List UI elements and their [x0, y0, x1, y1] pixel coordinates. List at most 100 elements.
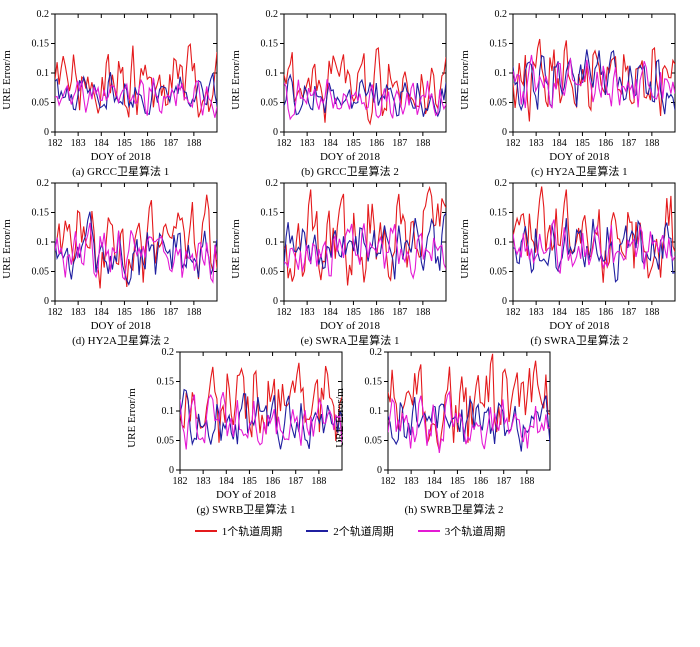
panel-h: 00.050.10.150.2182183184185186187188URE …: [354, 348, 554, 517]
xtick-label: 185: [575, 307, 590, 318]
xlabel: DOY of 2018: [91, 151, 151, 163]
xtick-label: 188: [415, 307, 430, 318]
legend-swatch: [418, 530, 440, 532]
xtick-label: 188: [311, 476, 326, 487]
xtick-label: 188: [186, 138, 201, 149]
xlabel: DOY of 2018: [91, 320, 151, 332]
xtick-label: 188: [645, 307, 660, 318]
xtick-label: 184: [219, 476, 234, 487]
ylabel: URE Error/m: [126, 388, 138, 448]
xtick-label: 184: [93, 138, 108, 149]
chart-wrap: 00.050.10.150.2182183184185186187188URE …: [479, 179, 679, 319]
ytick-label: 0.1: [495, 68, 508, 79]
panel-c: 00.050.10.150.2182183184185186187188URE …: [469, 10, 690, 179]
legend-label: 3个轨道周期: [445, 523, 506, 539]
chart-h: 00.050.10.150.2182183184185186187188: [354, 348, 554, 488]
plot-bg: [479, 10, 679, 150]
sublabel: (g) SWRB卫星算法 1: [197, 501, 296, 517]
xtick-label: 186: [598, 307, 613, 318]
xtick-label: 182: [47, 138, 62, 149]
xtick-label: 185: [117, 307, 132, 318]
xtick-label: 183: [404, 476, 419, 487]
ytick-label: 0.1: [265, 237, 278, 248]
panel-d: 00.050.10.150.2182183184185186187188URE …: [10, 179, 231, 348]
xtick-label: 184: [552, 307, 567, 318]
ytick-label: 0.1: [36, 237, 49, 248]
chart-c: 00.050.10.150.2182183184185186187188: [479, 10, 679, 150]
panel-f: 00.050.10.150.2182183184185186187188URE …: [469, 179, 690, 348]
xtick-label: 183: [70, 307, 85, 318]
ytick-label: 0.2: [36, 179, 49, 189]
xtick-label: 186: [473, 476, 488, 487]
xtick-label: 185: [346, 138, 361, 149]
xtick-label: 187: [392, 138, 407, 149]
ytick-label: 0: [502, 127, 507, 138]
xtick-label: 182: [47, 307, 62, 318]
ytick-label: 0.2: [370, 348, 383, 358]
panel-b: 00.050.10.150.2182183184185186187188URE …: [239, 10, 460, 179]
panel-a: 00.050.10.150.2182183184185186187188URE …: [10, 10, 231, 179]
xlabel: DOY of 2018: [320, 320, 380, 332]
ytick-label: 0: [273, 296, 278, 307]
xlabel: DOY of 2018: [549, 320, 609, 332]
ytick-label: 0.2: [36, 10, 49, 20]
legend-item-3: 3个轨道周期: [418, 523, 506, 539]
legend-label: 1个轨道周期: [222, 523, 283, 539]
ytick-label: 0.2: [495, 10, 508, 20]
xtick-label: 185: [346, 307, 361, 318]
ytick-label: 0.15: [260, 208, 278, 219]
ytick-label: 0.05: [490, 267, 508, 278]
xtick-label: 187: [622, 307, 637, 318]
xtick-label: 183: [70, 138, 85, 149]
ytick-label: 0.2: [495, 179, 508, 189]
xtick-label: 184: [552, 138, 567, 149]
xtick-label: 187: [163, 138, 178, 149]
chart-g: 00.050.10.150.2182183184185186187188: [146, 348, 346, 488]
ytick-label: 0.05: [365, 436, 383, 447]
legend-item-2: 2个轨道周期: [306, 523, 394, 539]
ytick-label: 0: [169, 465, 174, 476]
xlabel: DOY of 2018: [549, 151, 609, 163]
xtick-label: 184: [93, 307, 108, 318]
panel-g: 00.050.10.150.2182183184185186187188URE …: [146, 348, 346, 517]
chart-wrap: 00.050.10.150.2182183184185186187188URE …: [146, 348, 346, 488]
legend: 1个轨道周期 2个轨道周期 3个轨道周期: [10, 523, 690, 539]
xtick-label: 182: [173, 476, 188, 487]
ytick-label: 0.2: [265, 10, 278, 20]
chart-b: 00.050.10.150.2182183184185186187188: [250, 10, 450, 150]
xtick-label: 185: [242, 476, 257, 487]
ytick-label: 0: [273, 127, 278, 138]
chart-a: 00.050.10.150.2182183184185186187188: [21, 10, 221, 150]
xtick-label: 187: [163, 307, 178, 318]
ytick-label: 0: [502, 296, 507, 307]
panels-row-3: 0 0.05 0.1 0.15 0.2 182 183 184 185 186 187 188 URE …: [10, 348, 690, 517]
ylabel: URE Error/m: [1, 219, 13, 279]
xtick-label: 184: [323, 138, 338, 149]
ytick-label: 0.15: [365, 377, 383, 388]
ytick-label: 0.1: [162, 406, 175, 417]
ytick-label: 0.05: [260, 267, 278, 278]
xtick-label: 182: [506, 307, 521, 318]
xtick-label: 185: [575, 138, 590, 149]
chart-wrap: 00.050.10.150.2182183184185186187188URE …: [354, 348, 554, 488]
sublabel: (d) HY2A卫星算法 2: [72, 332, 169, 348]
xtick-label: 186: [598, 138, 613, 149]
sublabel: (h) SWRB卫星算法 2: [405, 501, 504, 517]
chart-wrap: 00.050.10.150.2182183184185186187188URE …: [21, 179, 221, 319]
xtick-label: 187: [496, 476, 511, 487]
ytick-label: 0: [377, 465, 382, 476]
ytick-label: 0.15: [157, 377, 175, 388]
ytick-label: 0.05: [31, 267, 49, 278]
xtick-label: 182: [276, 138, 291, 149]
xtick-label: 185: [450, 476, 465, 487]
chart-e: 00.050.10.150.2182183184185186187188: [250, 179, 450, 319]
chart-wrap: 00.050.10.150.2182183184185186187188URE …: [21, 10, 221, 150]
xtick-label: 186: [369, 138, 384, 149]
xtick-label: 188: [415, 138, 430, 149]
ytick-label: 0.15: [490, 39, 508, 50]
plot-bg: [21, 10, 221, 150]
ytick-label: 0.05: [157, 436, 175, 447]
xtick-label: 185: [117, 138, 132, 149]
chart-wrap: 00.050.10.150.2182183184185186187188URE …: [479, 10, 679, 150]
sublabel: (f) SWRA卫星算法 2: [530, 332, 628, 348]
